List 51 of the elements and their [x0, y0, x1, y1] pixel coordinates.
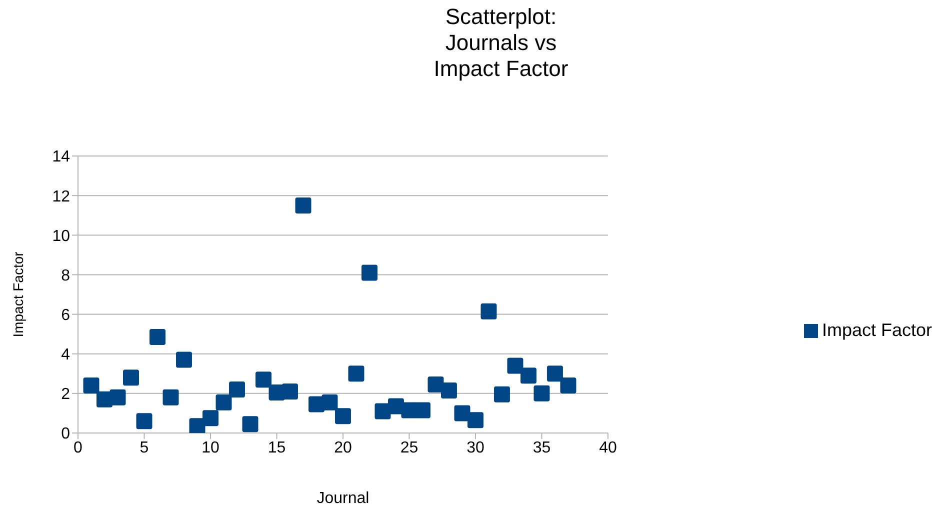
x-tick-label: 40	[599, 439, 617, 456]
point	[348, 366, 364, 382]
point	[546, 366, 563, 382]
y-tick-label: 12	[52, 188, 70, 206]
point	[480, 303, 497, 320]
point	[322, 394, 338, 410]
y-tick-label: 14	[52, 148, 70, 166]
x-tick-label: 15	[268, 439, 286, 456]
point	[467, 412, 484, 428]
point	[507, 358, 524, 374]
point	[162, 389, 179, 406]
point	[255, 372, 272, 388]
point	[136, 413, 152, 430]
point	[216, 394, 232, 410]
y-tick-label: 4	[61, 346, 70, 364]
point	[228, 381, 245, 398]
x-tick-label: 35	[532, 439, 551, 456]
point	[295, 197, 312, 214]
point	[83, 378, 100, 394]
x-axis-title: Journal	[316, 490, 370, 507]
y-axis-title: Impact Factor	[10, 251, 26, 338]
point	[520, 368, 536, 384]
point	[334, 408, 351, 424]
x-tick-label: 30	[466, 439, 484, 456]
point	[361, 264, 378, 281]
point	[189, 418, 206, 433]
point	[110, 389, 126, 406]
y-tick-label: 8	[61, 267, 70, 284]
point	[202, 410, 218, 426]
point	[282, 383, 298, 400]
point	[454, 405, 470, 422]
y-tick-label: 0	[61, 426, 70, 443]
x-tick-label: 0	[74, 439, 83, 456]
point	[122, 370, 139, 386]
chart-title: Scatterplot: Journals vs Impact Factor	[432, 4, 570, 82]
point	[494, 386, 510, 402]
point	[414, 402, 430, 418]
legend-label: Impact Factor	[822, 320, 932, 340]
point	[176, 352, 192, 368]
x-tick-label: 5	[140, 439, 149, 456]
x-tick-label: 10	[202, 439, 220, 456]
point	[440, 382, 457, 398]
y-tick-label: 10	[52, 228, 70, 245]
x-tick-label: 25	[400, 439, 418, 456]
point	[242, 416, 258, 432]
x-tick-label: 20	[334, 439, 352, 456]
point	[149, 329, 166, 346]
y-tick-label: 2	[61, 386, 70, 404]
point	[534, 385, 550, 402]
y-tick-label: 6	[61, 306, 70, 324]
point	[560, 378, 576, 394]
